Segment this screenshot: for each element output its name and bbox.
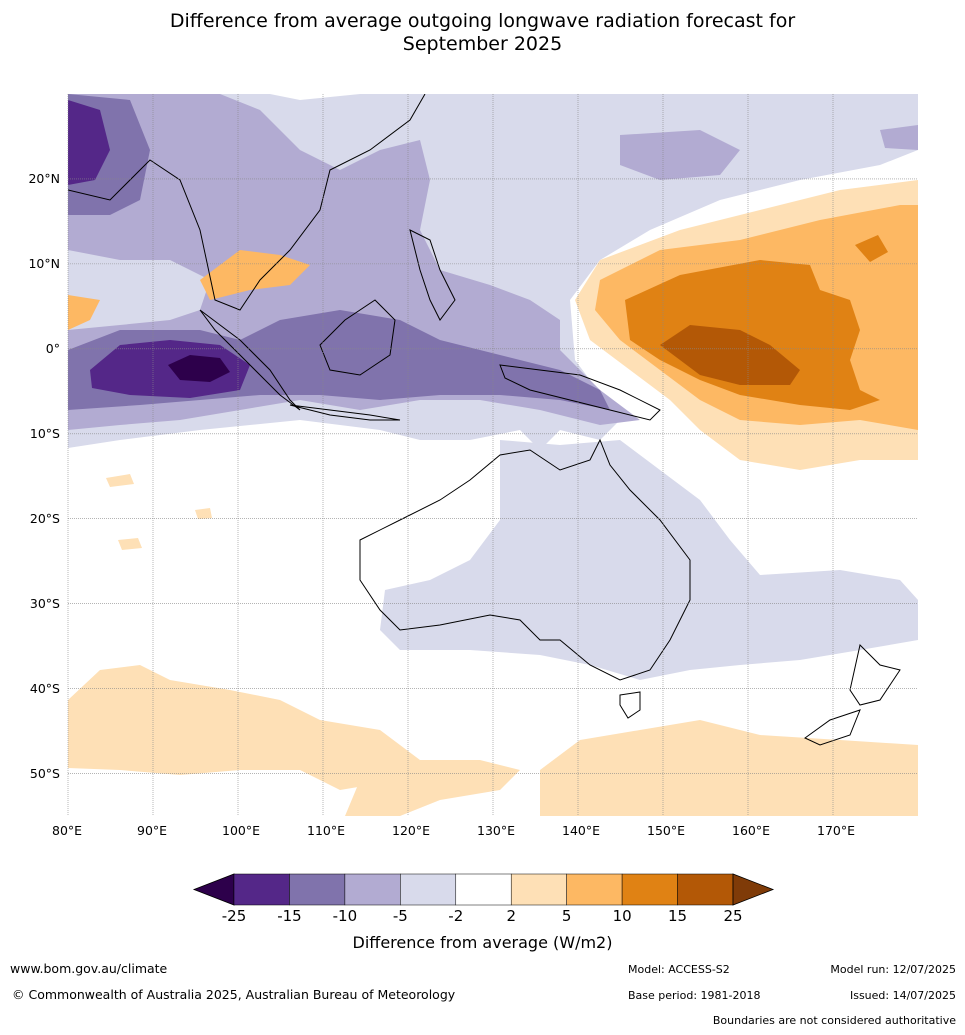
sumatra-outline: [199, 309, 301, 411]
colorbar-swatch: [400, 873, 457, 906]
lon-tick-label: 120°E: [392, 823, 431, 838]
footer-model-run: Model run: 12/07/2025: [830, 963, 956, 976]
colorbar-tick-label: 2: [506, 907, 516, 925]
new-zealand-outline: [804, 644, 901, 746]
colorbar-tick-label: 15: [668, 907, 688, 925]
colorbar-swatch: [233, 873, 290, 906]
colorbar-tick-label: -25: [221, 907, 247, 925]
map-gridlines: [67, 94, 918, 816]
lat-tick-label: 10°S: [29, 425, 60, 441]
anomaly-region-medium-purple-ne: [880, 125, 918, 150]
lat-tick-label: 30°S: [29, 595, 60, 611]
anomaly-region-patch-3: [195, 508, 212, 519]
footer-website[interactable]: www.bom.gov.au/climate: [10, 961, 168, 976]
colorbar-swatch: [621, 873, 678, 906]
lon-tick-label: 150°E: [647, 823, 686, 838]
anomaly-region-darkest: [168, 355, 230, 382]
lon-tick-label: 160°E: [732, 823, 771, 838]
colorbar-tick-label: 25: [723, 907, 743, 925]
lon-tick-label: 170°E: [817, 823, 856, 838]
lon-tick-label: 140°E: [562, 823, 601, 838]
map-title-line1: Difference from average outgoing longwav…: [169, 10, 796, 32]
lon-tick-label: 130°E: [477, 823, 516, 838]
java-outline: [289, 404, 401, 421]
footer-model: Model: ACCESS-S2: [628, 963, 730, 976]
anomaly-region-patch-2: [118, 538, 142, 550]
footer-disclaimer: Boundaries are not considered authoritat…: [712, 1014, 956, 1027]
colorbar-swatch: [344, 873, 401, 906]
colorbar-swatch: [566, 873, 623, 906]
colorbar-tick-label: -15: [277, 907, 302, 925]
colorbar-tick-label: 5: [561, 907, 572, 925]
anomaly-region-deep-purple-north: [68, 100, 110, 185]
lon-tick-label: 80°E: [52, 823, 83, 838]
footer-base-period: Base period: 1981-2018: [628, 989, 761, 1002]
colorbar-tick-label: -10: [332, 907, 358, 925]
tasmania-outline: [619, 691, 641, 719]
colorbar-swatch: [289, 873, 346, 906]
colorbar-swatch: [455, 873, 512, 906]
anomaly-region-dark-orange-ne: [855, 235, 888, 262]
philippines-outline: [409, 229, 456, 321]
footer-copyright: © Commonwealth of Australia 2025, Austra…: [12, 987, 456, 1002]
colorbar-tick-label: 10: [612, 907, 632, 925]
borneo-outline: [319, 299, 396, 376]
lat-tick-label: 50°S: [29, 765, 60, 781]
colorbar-tick-label: -5: [392, 907, 408, 925]
anomaly-region-patch-1: [106, 474, 134, 487]
anomaly-region-southern-orange-mid: [345, 760, 520, 816]
anomaly-region-brown: [660, 325, 800, 385]
anomaly-region-deep-purple-indian: [90, 340, 250, 398]
anomaly-region-medium-purple-north: [620, 130, 740, 180]
anomaly-region-southern-orange-west: [68, 665, 420, 790]
footer-issued: Issued: 14/07/2025: [849, 989, 956, 1002]
lat-tick-label: 40°S: [29, 680, 60, 696]
lat-tick-label: 0°: [45, 340, 60, 356]
anomaly-region-orange-bay: [200, 250, 310, 300]
map-title: Difference from average outgoing longwav…: [0, 10, 965, 56]
lat-tick-label: 20°S: [29, 510, 60, 526]
anomaly-region-dark-orange: [625, 260, 880, 410]
lon-tick-label: 110°E: [307, 823, 346, 838]
anomaly-region-orange-west: [68, 295, 100, 330]
colorbar: [192, 873, 775, 906]
anomaly-region-australia: [380, 440, 918, 680]
lat-tick-label: 20°N: [28, 170, 60, 186]
lon-tick-label: 90°E: [137, 823, 168, 838]
colorbar-swatch: [677, 873, 734, 906]
asia-outline: [68, 94, 426, 311]
colorbar-swatch: [510, 873, 567, 906]
lat-tick-label: 10°N: [28, 255, 60, 271]
colorbar-tick-label: -2: [448, 907, 464, 925]
new-guinea-outline: [499, 364, 661, 421]
colorbar-title: Difference from average (W/m2): [352, 933, 613, 952]
lon-tick-label: 100°E: [222, 823, 261, 838]
map-title-line2: September 2025: [402, 33, 563, 55]
colorbar-extend-low: [192, 873, 235, 906]
australia-outline: [359, 438, 691, 681]
colorbar-extend-high: [732, 873, 775, 906]
